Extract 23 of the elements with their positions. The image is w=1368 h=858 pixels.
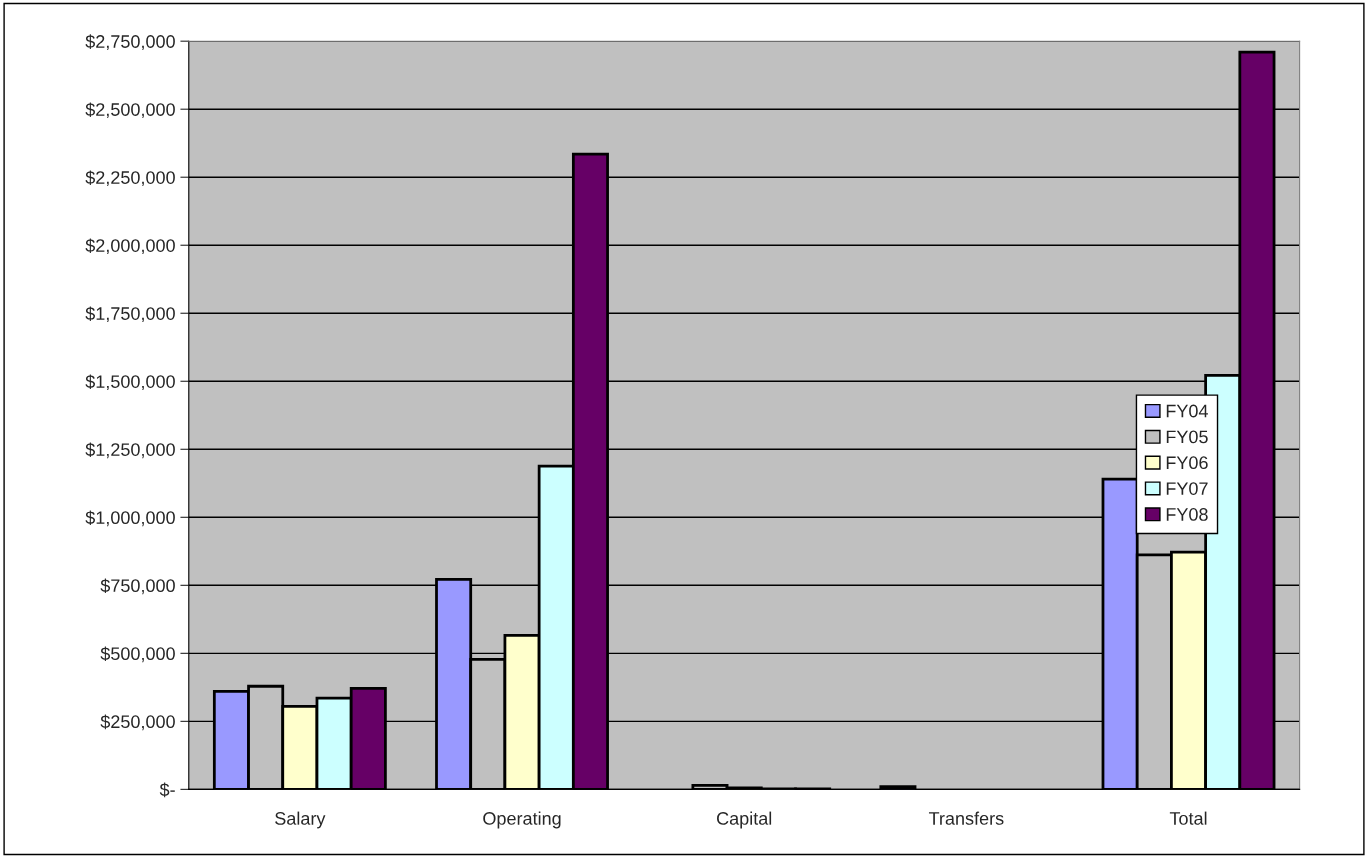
x-tick-label: Operating (483, 811, 561, 829)
x-tick-label: Salary (275, 811, 326, 829)
y-tick-label: $1,000,000 (85, 510, 175, 527)
y-tick-label: $2,250,000 (85, 170, 175, 187)
legend-label: FY04 (1166, 404, 1208, 418)
y-tick-label: $500,000 (100, 646, 175, 663)
y-tick-label: $250,000 (100, 714, 175, 731)
x-tick-label: Transfers (928, 811, 1004, 825)
y-tick-label: $- (159, 782, 175, 798)
legend-label: FY08 (1166, 508, 1208, 521)
x-tick-label: Capital (717, 811, 772, 829)
y-tick-label: $2,000,000 (85, 238, 175, 255)
y-tick-label: $1,750,000 (85, 306, 175, 323)
bar (879, 785, 917, 790)
x-tick-label: Total (1169, 811, 1207, 825)
y-tick-label: $2,750,000 (85, 34, 175, 51)
legend-label: FY05 (1166, 430, 1208, 444)
legend-label: FY07 (1166, 482, 1208, 495)
y-tick-label: $1,250,000 (85, 442, 175, 459)
y-tick-label: $750,000 (100, 578, 175, 595)
legend-label: FY06 (1166, 456, 1208, 470)
y-tick-label: $1,500,000 (85, 374, 175, 391)
y-tick-label: $2,500,000 (85, 102, 175, 119)
